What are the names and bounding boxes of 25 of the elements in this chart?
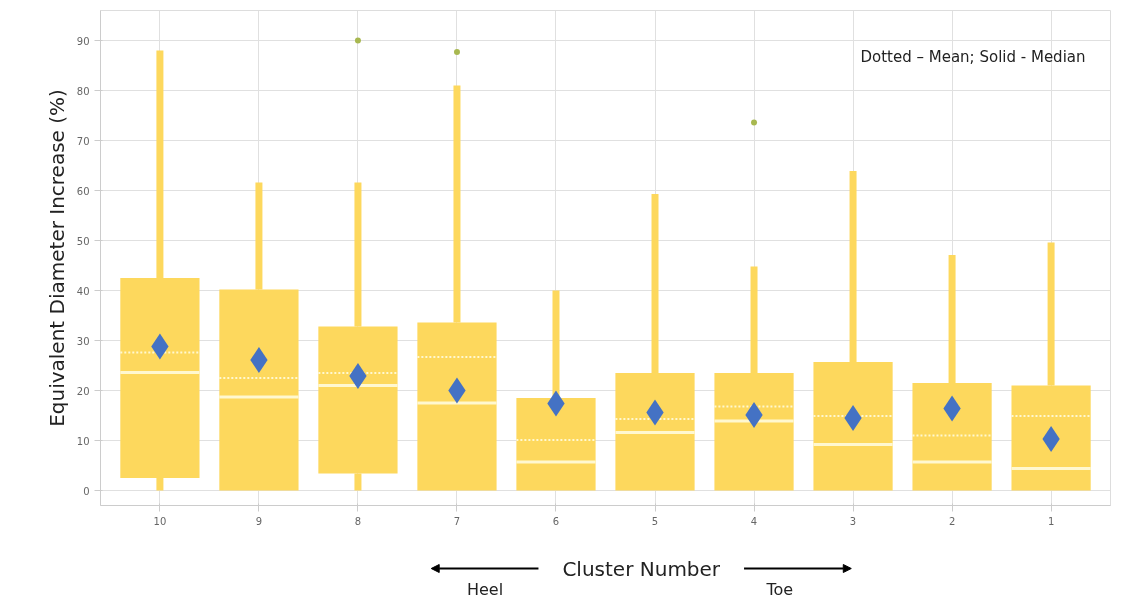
y-tick-label: 60 bbox=[76, 185, 90, 197]
x-tick-label: 3 bbox=[849, 515, 857, 527]
y-tick-label: 40 bbox=[76, 285, 90, 297]
y-tick-label: 70 bbox=[76, 135, 90, 147]
y-tick-label: 80 bbox=[76, 85, 90, 97]
x-tick-label: 6 bbox=[552, 515, 560, 527]
x-tick-label: 8 bbox=[354, 515, 362, 527]
annotation: Dotted – Mean; Solid - Median bbox=[860, 47, 1086, 66]
text: Heel bbox=[466, 579, 504, 599]
x-tick-label: 1 bbox=[1047, 515, 1055, 527]
x-tick-label: 4 bbox=[750, 515, 758, 527]
x-axis-title: Cluster Number bbox=[562, 556, 721, 581]
x-tick-label: 2 bbox=[948, 515, 956, 527]
y-tick-label: 10 bbox=[76, 435, 90, 447]
x-tick-label: 10 bbox=[153, 515, 167, 527]
x-tick-label: 7 bbox=[453, 515, 461, 527]
y-tick-label: 90 bbox=[76, 35, 90, 47]
y-tick-label: 50 bbox=[76, 235, 90, 247]
x-tick-label: 9 bbox=[255, 515, 263, 527]
y-tick-label: 20 bbox=[76, 385, 90, 397]
y-tick-label: 30 bbox=[76, 335, 90, 347]
text: Toe bbox=[765, 579, 794, 599]
y-tick-label: 0 bbox=[83, 485, 90, 497]
y-axis-title: Equivalent Diameter Increase (%) bbox=[44, 89, 69, 427]
x-tick-label: 5 bbox=[651, 515, 659, 527]
